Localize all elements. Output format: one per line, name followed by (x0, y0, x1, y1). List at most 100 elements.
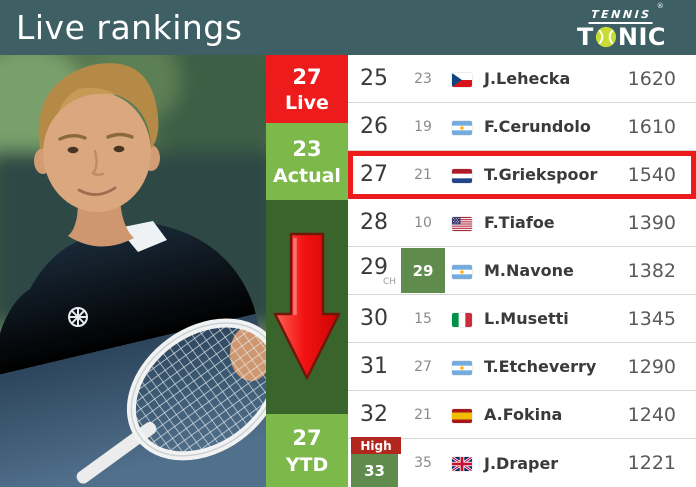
table-row: 32 21 A.Fokina 1240 (348, 391, 696, 439)
rank-value: 31 (360, 354, 388, 379)
down-arrow-icon (273, 232, 341, 380)
rank-cell: 32 (348, 402, 400, 427)
flag-cell (446, 405, 480, 424)
country-flag-icon (452, 72, 472, 87)
rank-cell: 30 (348, 306, 400, 331)
live-rank-label: Live (285, 92, 329, 115)
previous-rank-value: 21 (414, 166, 432, 183)
high-rank-value: 33 (351, 454, 398, 487)
ytd-rank-label: YTD (285, 453, 329, 476)
rank-value: 29 (360, 254, 388, 280)
country-flag-icon (452, 312, 472, 327)
prev-cell: 29 (400, 248, 446, 293)
player-name: J.Lehecka (484, 69, 571, 88)
page-title: Live rankings (16, 8, 243, 47)
ytd-rank-box: 27 YTD (266, 414, 348, 487)
rank-value: 27 (360, 162, 388, 187)
points-value: 1345 (627, 307, 676, 330)
prev-cell: 19 (400, 119, 446, 135)
previous-rank-value: 35 (414, 455, 432, 471)
rank-cell: 29 CH (348, 255, 400, 287)
points-value: 1620 (627, 67, 676, 90)
rank-plain: 28 (348, 210, 400, 235)
rank-cell: 28 (348, 210, 400, 235)
rank-summary-column: 27 Live 23 Actual (266, 55, 348, 487)
prev-cell: 27 (400, 359, 446, 375)
player-name: M.Navone (484, 261, 574, 280)
career-high-label: CH (382, 276, 396, 287)
previous-rank-value: 21 (414, 406, 432, 423)
country-flag-icon (452, 216, 472, 231)
logo-top-row: TENNIS ® (588, 3, 664, 24)
rank-cell: 26 (348, 114, 400, 139)
flag-cell (446, 454, 480, 473)
prev-cell: 15 (400, 311, 446, 327)
actual-rank-box: 23 Actual (266, 123, 348, 200)
rank-value: 32 (360, 402, 388, 427)
rank-value: 28 (360, 210, 388, 235)
previous-rank-value: 15 (414, 310, 432, 327)
table-row: 26 19 F.Cerundolo 1610 (348, 103, 696, 151)
rank-plain: 29 CH (348, 255, 400, 287)
rank-cell: 25 (348, 66, 400, 91)
player-name: L.Musetti (484, 309, 569, 328)
flag-cell (446, 213, 480, 232)
player-name: T.Etcheverry (484, 357, 597, 376)
prev-cell: 10 (400, 215, 446, 231)
registered-mark: ® (656, 2, 664, 10)
player-name: A.Fokina (484, 405, 563, 424)
points-value: 1221 (627, 452, 676, 474)
logo-tonic-t: T (576, 23, 594, 51)
country-flag-icon (452, 168, 472, 183)
new-high-badge: High 33 (351, 437, 401, 487)
flag-cell (446, 261, 480, 280)
rank-value: 26 (360, 114, 388, 139)
prev-cell: 35 (400, 455, 446, 471)
player-photo-illustration (0, 55, 266, 487)
points-value: 1382 (627, 259, 676, 282)
points-value: 1540 (627, 163, 676, 186)
player-name: J.Draper (484, 453, 559, 473)
player-photo (0, 55, 266, 487)
logo-tonic-row: T NIC (577, 25, 666, 49)
rank-plain: 32 (348, 402, 400, 427)
table-row: 30 15 L.Musetti 1345 (348, 295, 696, 343)
live-rank-value: 27 (292, 64, 322, 89)
country-flag-icon (452, 120, 472, 135)
country-flag-icon (452, 457, 472, 471)
previous-rank-value: 29 (401, 248, 445, 293)
flag-cell (446, 117, 480, 136)
table-row: 29 CH 29 M.Navone 1382 (348, 247, 696, 295)
content-area: 27 Live 23 Actual (0, 55, 696, 487)
logo-tennis-text: TENNIS (588, 8, 655, 24)
table-row: 31 27 T.Etcheverry 1290 (348, 343, 696, 391)
previous-rank-value: 19 (414, 118, 432, 135)
tennis-ball-icon (595, 26, 617, 48)
prev-cell: 21 (400, 407, 446, 423)
rank-cell: 31 (348, 354, 400, 379)
player-name: F.Tiafoe (484, 213, 555, 232)
table-row: 27 21 T.Griekspoor 1540 (348, 151, 696, 199)
player-name: T.Griekspoor (484, 165, 598, 184)
points-value: 1290 (627, 355, 676, 378)
tennis-tonic-logo: TENNIS ® T NIC (577, 3, 666, 50)
previous-rank-value: 23 (414, 70, 432, 87)
rank-plain: 31 (348, 354, 400, 379)
points-value: 1610 (627, 115, 676, 138)
actual-rank-label: Actual (273, 164, 341, 187)
points-value: 1240 (627, 403, 676, 426)
country-flag-icon (452, 408, 472, 423)
live-rank-box: 27 Live (266, 55, 348, 123)
header: Live rankings TENNIS ® T NIC (0, 0, 696, 55)
points-value: 1390 (627, 211, 676, 234)
country-flag-icon (452, 360, 472, 375)
table-row: 25 23 J.Lehecka 1620 (348, 55, 696, 103)
table-row: High 33 35 J.Draper 1221 (348, 437, 696, 487)
rank-plain: 25 (348, 66, 400, 91)
previous-rank-value: 27 (414, 358, 432, 375)
table-row: 28 10 F.Tiafoe 1390 (348, 199, 696, 247)
rank-cell: 27 (348, 162, 400, 187)
logo-tonic-rest: NIC (617, 23, 666, 51)
actual-rank-value: 23 (292, 137, 322, 162)
